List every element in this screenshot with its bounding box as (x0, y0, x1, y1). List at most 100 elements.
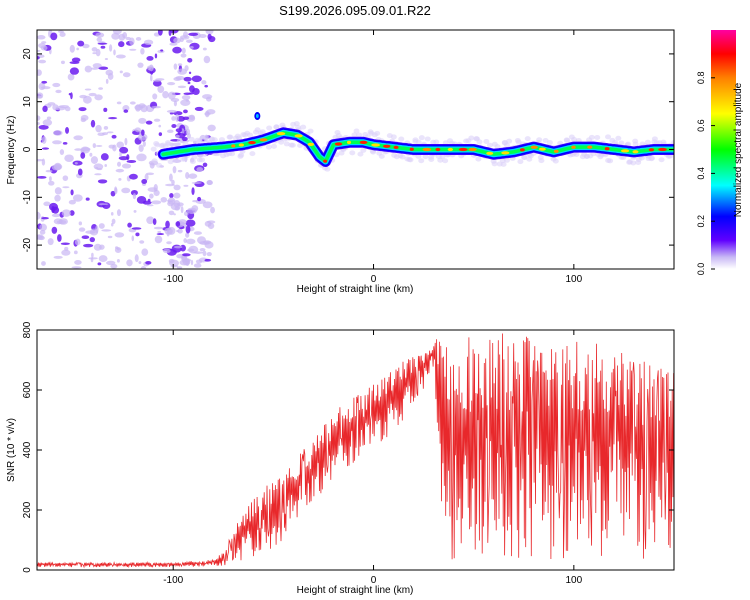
heatmap-noise-blob (133, 209, 137, 213)
heatmap-halo (307, 128, 314, 134)
heatmap-noise-blob (122, 72, 131, 78)
heatmap-halo (218, 137, 225, 143)
heatmap-noise-blob (183, 238, 187, 243)
heatmap-noise-blob (177, 228, 183, 234)
heatmap-noise-blob (147, 187, 158, 193)
heatmap-noise-blob (156, 233, 165, 236)
heatmap-halo (618, 140, 625, 146)
heatmap-noise-blob (206, 180, 213, 186)
heatmap-halo (424, 136, 431, 142)
heatmap-noise-blob (92, 63, 102, 69)
heatmap-noise-blob (169, 42, 178, 46)
heatmap-noise-blob (98, 66, 109, 70)
heatmap-halo (398, 136, 405, 142)
ridge-hot-spot (530, 145, 538, 149)
heatmap-noise-blob (79, 94, 87, 99)
heatmap-x-axis-label: Height of straight line (km) (297, 284, 414, 295)
heatmap-noise-blob (74, 148, 83, 151)
heatmap-noise-blob (138, 144, 144, 152)
ridge-hot-spot (422, 147, 432, 152)
heatmap-halo (494, 144, 501, 150)
heatmap-noise-blob (68, 199, 76, 205)
heatmap-noise-blob (137, 62, 144, 68)
heatmap-halo (353, 128, 360, 134)
heatmap-noise-blob (88, 92, 97, 97)
heatmap-noise-blob (171, 116, 176, 121)
heatmap-noise-blob (83, 243, 94, 248)
heatmap-noise-blob (121, 187, 131, 194)
heatmap-noise-blob (152, 218, 157, 226)
colorbar-label: Normalized spectral amplitude (733, 82, 744, 217)
heatmap-noise-blob (113, 49, 116, 56)
heatmap-noise-blob (71, 266, 82, 269)
heatmap-noise-blob (105, 78, 109, 84)
heatmap-noise-blob (196, 166, 204, 172)
heatmap-noise-blob (184, 211, 189, 217)
heatmap-noise-blob (100, 153, 109, 161)
heatmap-noise-blob (165, 183, 176, 187)
heatmap-noise-blob (90, 257, 94, 263)
heatmap-noise-blob (90, 119, 96, 128)
heatmap-noise-blob (177, 169, 183, 173)
heatmap-halo (229, 151, 236, 157)
heatmap-noise-blob (122, 105, 130, 112)
heatmap-halo (153, 141, 160, 147)
heatmap-noise-blob (185, 172, 190, 180)
heatmap-halo (671, 139, 674, 145)
ridge-hot-spot (238, 143, 245, 147)
heatmap-noise-blob (173, 245, 183, 249)
heatmap-noise-blob (176, 230, 180, 233)
heatmap-noise-blob (129, 48, 137, 51)
heatmap-noise-blob (92, 52, 97, 55)
colorbar-tick-label: 0.6 (696, 119, 706, 132)
heatmap-noise-blob (182, 253, 191, 257)
heatmap-halo (188, 136, 195, 142)
snr-x-tick-label: -100 (163, 575, 183, 586)
snr-x-tick-label: 100 (565, 575, 582, 586)
heatmap-noise-blob (126, 159, 137, 163)
heatmap-noise-blob (103, 107, 108, 112)
heatmap-noise-blob (67, 73, 75, 81)
heatmap-noise-blob (107, 235, 113, 239)
heatmap-noise-blob (55, 89, 62, 94)
ridge-hot-spot (604, 147, 610, 151)
heatmap-noise-blob (158, 132, 163, 137)
heatmap-halo (475, 156, 482, 162)
heatmap-noise-blob (176, 266, 183, 269)
snr-y-axis-label: SNR (10 * v/v) (6, 418, 17, 482)
heatmap-noise-blob (98, 203, 109, 206)
heatmap-noise-blob (39, 229, 46, 235)
heatmap-noise-blob (136, 153, 147, 162)
heatmap-noise-blob (100, 45, 106, 49)
heatmap-noise-blob (173, 192, 181, 199)
heatmap-y-tick-label: 10 (22, 96, 33, 108)
heatmap-noise-blob (140, 266, 147, 269)
heatmap-noise-blob (167, 91, 176, 100)
heatmap-noise-blob (48, 180, 55, 186)
heatmap-noise-blob (53, 163, 63, 171)
heatmap-noise-blob (84, 65, 93, 73)
heatmap-noise-blob (191, 187, 195, 195)
heatmap-noise-blob (190, 259, 194, 266)
heatmap-noise-blob (169, 259, 180, 267)
ridge-hot-spot (294, 134, 303, 138)
heatmap-noise-blob (102, 132, 109, 136)
heatmap-noise-blob (98, 255, 108, 262)
heatmap-noise-blob (173, 184, 181, 191)
heatmap-noise-blob (135, 37, 142, 41)
heatmap-noise-blob (38, 124, 49, 130)
heatmap-noise-blob (158, 124, 162, 128)
heatmap-halo (407, 157, 414, 163)
heatmap-noise-blob (124, 137, 128, 146)
colorbar-ramp (711, 30, 736, 269)
heatmap-noise-blob (122, 32, 128, 39)
heatmap-noise-blob (166, 241, 172, 245)
heatmap-noise-blob (98, 223, 105, 229)
heatmap-noise-blob (202, 250, 207, 257)
snr-x-tick-label: 0 (371, 575, 377, 586)
heatmap-y-tick-label: 20 (22, 48, 33, 60)
heatmap-halo (615, 135, 622, 141)
heatmap-noise-blob (185, 219, 196, 227)
heatmap-noise-blob (166, 129, 174, 134)
heatmap-noise-blob (106, 260, 116, 266)
